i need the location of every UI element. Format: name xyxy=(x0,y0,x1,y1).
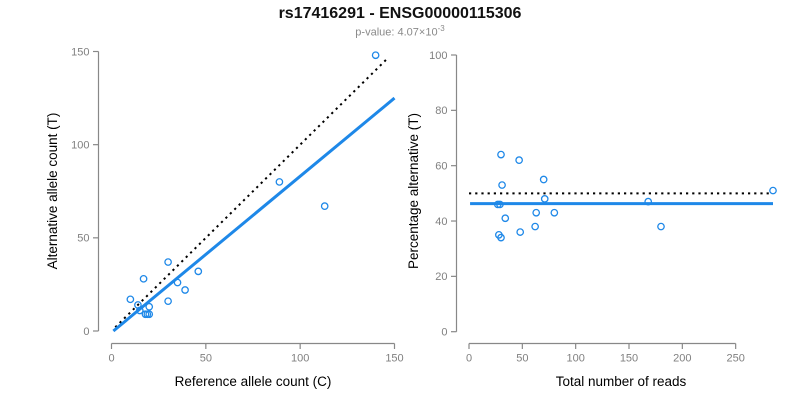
x-tick-label: 200 xyxy=(673,353,691,365)
x-tick-label: 100 xyxy=(566,353,584,365)
y-tick-label: 50 xyxy=(77,233,89,245)
x-tick-label: 0 xyxy=(466,353,472,365)
scatter-point xyxy=(135,306,144,315)
x-tick-label: 250 xyxy=(726,353,744,365)
x-tick-label: 50 xyxy=(516,353,528,365)
scatter-point xyxy=(496,200,504,209)
pvalue-subtitle: p-value: 4.07×10-3 xyxy=(0,24,800,39)
scatter-point xyxy=(516,228,525,236)
scatter-point xyxy=(181,286,189,294)
scatter-point xyxy=(275,178,284,186)
left-scatter-plot: 0 50 100 150 0 50 100 150 xyxy=(71,46,404,364)
scatter-point xyxy=(657,222,665,231)
x-tick-label: 150 xyxy=(385,353,403,365)
scatter-point xyxy=(769,186,777,195)
right-yaxis-title: Percentage alternative (T) xyxy=(406,113,421,269)
scatter-point xyxy=(497,150,505,159)
scatter-point xyxy=(532,208,541,217)
y-tick-label: 0 xyxy=(83,326,89,338)
right-xaxis-title: Total number of reads xyxy=(556,374,687,389)
scatter-point xyxy=(145,310,154,319)
left-yaxis-title: Alternative allele count (T) xyxy=(45,113,60,270)
y-tick-label: 100 xyxy=(429,50,447,62)
page-title: rs17416291 - ENSG00000115306 xyxy=(278,5,522,22)
scatter-point xyxy=(145,302,154,311)
y-tick-label: 60 xyxy=(435,160,447,172)
scatter-point xyxy=(539,175,548,184)
identity-line xyxy=(114,58,388,328)
scatter-point xyxy=(173,278,182,287)
scatter-point xyxy=(320,202,329,211)
right-scatter-plot: 0 20 40 60 80 100 0 50 100 150 200 250 xyxy=(429,50,777,365)
scatter-point xyxy=(515,156,523,164)
y-tick-label: 150 xyxy=(71,46,89,58)
scatter-point xyxy=(644,197,653,206)
y-tick-label: 80 xyxy=(435,105,447,117)
x-tick-label: 0 xyxy=(108,353,114,365)
scatter-point xyxy=(531,222,539,231)
scatter-point xyxy=(164,297,172,306)
pvalue-text: p-value: 4.07×10 xyxy=(355,26,438,39)
scatter-point xyxy=(126,295,135,304)
x-tick-label: 150 xyxy=(620,353,638,365)
scatter-point xyxy=(497,233,505,242)
scatter-point xyxy=(550,208,559,217)
scatter-point xyxy=(194,267,203,276)
x-tick-label: 50 xyxy=(200,353,212,365)
scatter-point xyxy=(501,214,510,223)
scatter-point xyxy=(498,181,506,189)
pvalue-exponent: -3 xyxy=(437,24,445,33)
scatter-point xyxy=(139,274,148,283)
regression-line xyxy=(112,96,396,333)
y-tick-label: 20 xyxy=(435,271,447,283)
y-tick-label: 40 xyxy=(435,216,447,228)
scatter-point xyxy=(371,51,380,60)
scatter-point xyxy=(164,258,172,266)
scatter-point xyxy=(540,195,549,203)
left-xaxis-title: Reference allele count (C) xyxy=(175,374,332,389)
x-tick-label: 100 xyxy=(291,353,309,365)
y-tick-label: 100 xyxy=(71,139,89,151)
y-tick-label: 0 xyxy=(441,327,447,339)
